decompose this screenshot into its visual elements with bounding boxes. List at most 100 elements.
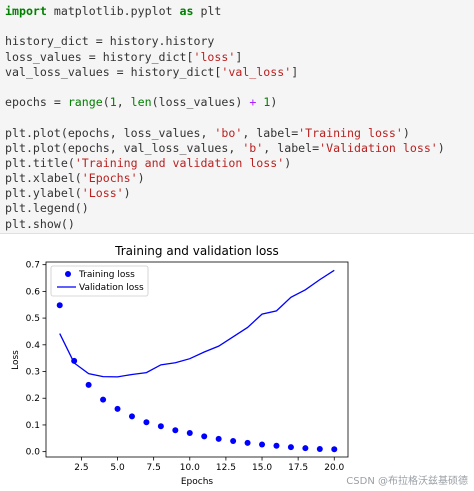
legend: Training loss Validation loss (50, 265, 149, 297)
code-token: 'Training and validation loss' (74, 155, 285, 170)
code-token: val_loss_values = history_dict[ (5, 64, 222, 79)
training-loss-point (56, 302, 63, 309)
training-loss-point (316, 445, 323, 452)
training-loss-point (100, 396, 107, 403)
training-loss-point (201, 433, 208, 440)
x-tick-label: 10.0 (180, 463, 200, 473)
training-loss-point (143, 419, 150, 426)
x-tick-label: 7.5 (146, 463, 160, 473)
code-token: plt.show() (5, 216, 75, 231)
training-loss-point (230, 437, 237, 444)
code-token: ) (270, 95, 278, 110)
code-token: ) (284, 155, 292, 170)
watermark: CSDN @布拉格沃兹基硕德 (346, 476, 468, 487)
code-token: (loss_values) (151, 95, 250, 110)
training-loss-point (172, 427, 179, 434)
code-token: loss_values = history_dict[ (5, 49, 194, 64)
x-axis-label: Epochs (181, 477, 214, 487)
training-loss-point (215, 435, 222, 442)
code-token: plt.plot(epochs, loss_values, (5, 125, 215, 140)
y-axis-label: Loss (11, 350, 21, 370)
x-tick-label: 15.0 (252, 463, 272, 473)
code-line: val_loss_values = history_dict['val_loss… (5, 65, 474, 80)
code-line: plt.ylabel('Loss') (5, 186, 474, 201)
plot-output: Training and validation loss 2.5 5.0 7.5 10… (0, 236, 474, 491)
y-tick-label: 0.2 (26, 394, 40, 404)
validation-loss-line (59, 269, 335, 378)
code-token: plt.plot(epochs, val_loss_values, (5, 140, 243, 155)
code-token: plt.ylabel( (5, 186, 82, 201)
code-token: ) (123, 186, 131, 201)
code-token: 1 (263, 95, 271, 110)
code-token: 'Loss' (81, 186, 124, 201)
y-tick-label: 0.0 (26, 448, 41, 458)
code-token: , (116, 95, 131, 110)
code-token: 'Validation loss' (319, 140, 438, 155)
code-token: len (130, 95, 152, 110)
x-tick-label: 12.5 (216, 463, 236, 473)
code-token: ) (437, 140, 445, 155)
training-loss-point (71, 357, 78, 364)
code-token: range (67, 95, 103, 110)
code-token: , label= (242, 125, 299, 140)
code-line: plt.xlabel('Epochs') (5, 171, 474, 186)
loss-chart: Training and validation loss 2.5 5.0 7.5 10… (11, 244, 349, 487)
code-token: plt (193, 4, 222, 18)
code-token: ) (137, 171, 145, 186)
code-cell[interactable]: import matplotlib.pyplot as plt history_d… (0, 0, 474, 234)
code-line (5, 80, 474, 95)
code-line: loss_values = history_dict['loss'] (5, 50, 474, 65)
training-loss-point (259, 441, 266, 448)
code-token: epochs = (5, 95, 68, 110)
code-editor[interactable]: import matplotlib.pyplot as plt history_d… (5, 4, 474, 232)
code-token: import (5, 4, 47, 18)
code-line: import matplotlib.pyplot as plt (5, 4, 474, 19)
code-token: 'loss' (193, 49, 236, 64)
x-tick-label: 5.0 (110, 463, 125, 473)
code-token: plt.legend() (5, 201, 89, 216)
training-loss-point (331, 446, 338, 453)
code-token: matplotlib.pyplot (46, 4, 180, 18)
training-loss-point (186, 429, 193, 436)
code-line: plt.title('Training and validation loss'… (5, 156, 474, 171)
x-tick-label: 17.5 (288, 463, 308, 473)
chart-title: Training and validation loss (114, 244, 279, 258)
code-token: plt.title( (5, 155, 75, 170)
legend-box (50, 265, 149, 297)
y-tick-label: 0.1 (26, 421, 40, 431)
code-line: epochs = range(1, len(loss_values) + 1) (5, 95, 474, 110)
code-line: plt.plot(epochs, loss_values, 'bo', labe… (5, 126, 474, 141)
x-tick-label: 2.5 (74, 463, 88, 473)
legend-label-training-loss: Training loss (78, 270, 135, 280)
code-token: 'bo' (214, 125, 243, 140)
y-tick-label: 0.5 (26, 314, 40, 324)
training-loss-point (287, 444, 294, 451)
legend-label-validation-loss: Validation loss (79, 283, 144, 293)
code-token: plt.xlabel( (5, 171, 82, 186)
code-line (5, 19, 474, 34)
y-tick-label: 0.6 (26, 287, 41, 297)
code-token: + (249, 95, 257, 110)
training-loss-point (273, 442, 280, 449)
code-token: ) (402, 125, 410, 140)
training-loss-point (244, 439, 251, 446)
code-line: plt.legend() (5, 201, 474, 216)
code-line: plt.plot(epochs, val_loss_values, 'b', l… (5, 141, 474, 156)
code-token: ( (102, 95, 110, 110)
y-tick-label: 0.3 (26, 368, 40, 378)
training-loss-point (302, 445, 309, 452)
x-tick-label: 20.0 (324, 463, 344, 473)
code-token: ] (235, 49, 243, 64)
code-token: 'Training loss' (298, 125, 403, 140)
code-token: ] (291, 64, 299, 79)
code-token: 'Epochs' (81, 171, 138, 186)
code-token: as (179, 4, 194, 18)
training-loss-point (128, 413, 135, 420)
y-tick-label: 0.7 (26, 261, 40, 271)
code-token: , label= (263, 140, 320, 155)
code-line: plt.show() (5, 217, 474, 232)
y-tick-label: 0.4 (26, 341, 41, 351)
legend-marker-training-loss (65, 271, 71, 277)
code-line (5, 110, 474, 125)
code-token: history_dict = history.history (5, 34, 215, 49)
